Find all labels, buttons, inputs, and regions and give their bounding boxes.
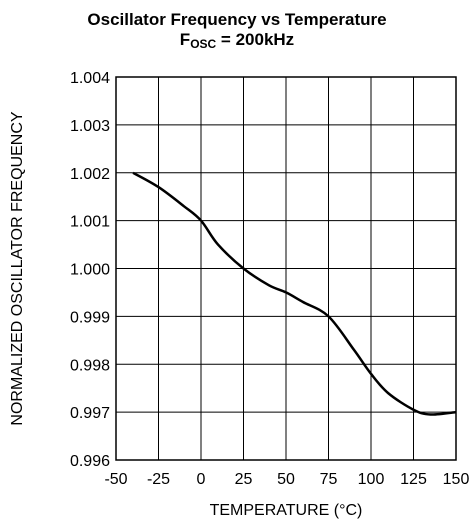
y-tick-label: 0.998 [70, 357, 110, 374]
x-tick-label: 150 [443, 471, 470, 488]
y-tick-label: 0.997 [70, 405, 110, 422]
grid [115, 76, 457, 461]
x-axis-ticks: -50 -25 0 25 50 75 100 125 150 [104, 471, 469, 488]
x-tick-label: 50 [277, 471, 295, 488]
y-tick-label: 1.001 [70, 214, 110, 231]
subtitle-prefix: F [179, 30, 191, 49]
chart-title: Oscillator Frequency vs Temperature [87, 10, 387, 29]
subtitle-subscript: OSC [190, 37, 217, 51]
y-tick-label: 1.003 [70, 118, 110, 135]
x-tick-label: 100 [358, 471, 385, 488]
x-tick-label: -25 [147, 471, 170, 488]
chart-subtitle: FOSC = 200kHz [0, 30, 474, 54]
subtitle-suffix: = 200kHz [216, 30, 295, 49]
plot-area [115, 76, 457, 461]
x-tick-label: -50 [104, 471, 127, 488]
y-tick-label: 1.000 [70, 262, 110, 279]
y-axis-ticks: 0.996 0.997 0.998 0.999 1.000 1.001 1.002 1.003… [70, 70, 110, 470]
x-axis-label: TEMPERATURE (°C) [210, 502, 363, 519]
series-line [132, 171, 457, 416]
y-tick-label: 1.004 [70, 70, 110, 87]
x-tick-label: 75 [320, 471, 338, 488]
y-tick-label: 0.999 [70, 309, 110, 326]
y-tick-label: 0.996 [70, 453, 110, 470]
x-tick-label: 0 [197, 471, 206, 488]
y-tick-label: 1.002 [70, 166, 110, 183]
y-axis-label: NORMALIZED OSCILLATOR FREQUENCY [9, 111, 26, 425]
x-tick-label: 25 [235, 471, 253, 488]
x-tick-label: 125 [400, 471, 427, 488]
